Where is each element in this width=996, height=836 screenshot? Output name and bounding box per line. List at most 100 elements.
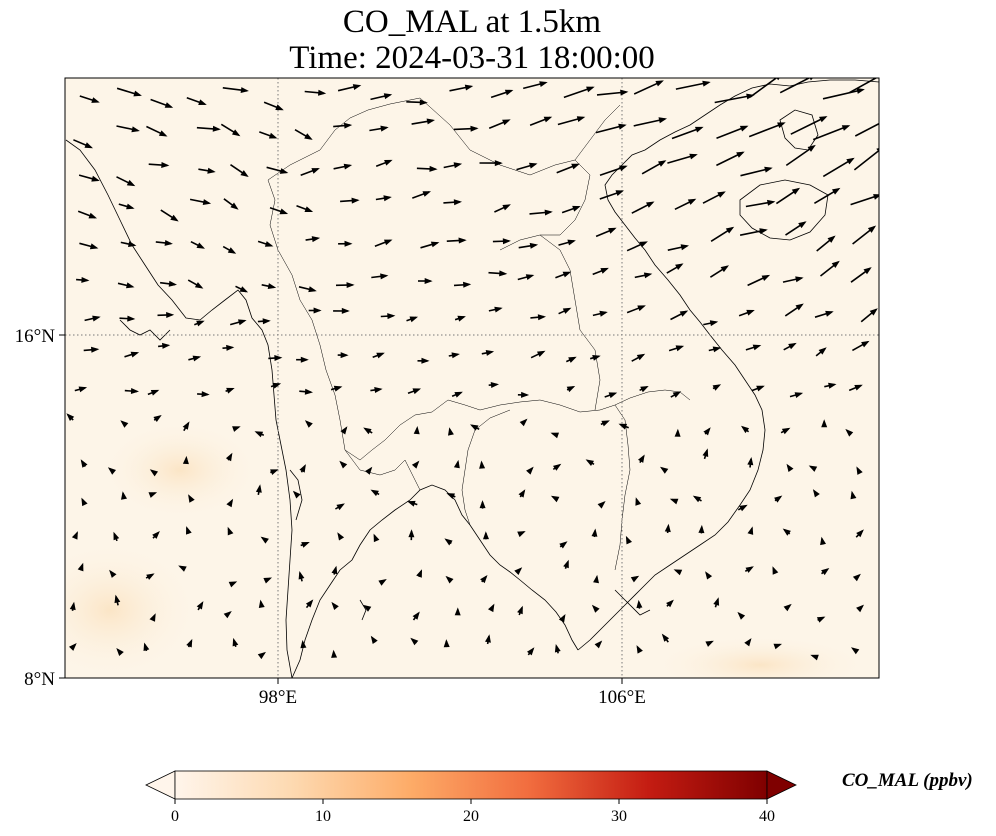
colorbar: 0 10 20 30 40 <box>145 770 797 825</box>
wind-arrow <box>775 187 801 205</box>
wind-arrow <box>198 167 216 174</box>
wind-arrow <box>592 310 608 317</box>
wind-arrow <box>444 538 453 546</box>
wind-arrow <box>292 490 301 499</box>
wind-arrow <box>557 116 586 126</box>
wind-arrow <box>300 168 320 177</box>
wind-arrow <box>454 607 461 616</box>
wind-arrow <box>146 125 168 137</box>
wind-arrow <box>636 645 643 654</box>
wind-arrow <box>157 312 175 318</box>
wind-arrow <box>412 191 431 199</box>
wind-arrow <box>152 531 160 539</box>
wind-arrow <box>258 599 265 608</box>
wind-arrow <box>365 466 373 475</box>
colorbar-extend-min <box>145 770 176 800</box>
wind-arrow <box>263 577 272 584</box>
wind-arrow <box>860 308 878 323</box>
wind-arrow <box>710 226 735 242</box>
wind-arrow <box>852 573 861 582</box>
concentration-patch <box>650 635 870 678</box>
wind-arrow <box>331 649 338 658</box>
wind-arrow <box>594 640 603 649</box>
wind-arrow <box>363 604 372 612</box>
wind-arrow <box>194 320 205 327</box>
wind-arrow <box>633 80 664 95</box>
wind-arrow <box>517 391 530 398</box>
wind-arrow <box>748 122 786 138</box>
wind-arrow <box>523 81 548 90</box>
wind-arrow <box>235 285 249 293</box>
wind-arrow <box>713 597 720 608</box>
wind-arrow <box>745 199 776 208</box>
wind-arrow <box>448 352 460 359</box>
wind-arrow <box>120 241 137 247</box>
wind-arrow <box>298 286 317 293</box>
wind-arrow <box>294 129 313 140</box>
wind-arrow <box>83 346 100 353</box>
wind-arrow <box>443 199 462 206</box>
wind-arrow <box>76 277 90 283</box>
wind-arrow <box>109 569 117 578</box>
wind-arrow <box>488 119 511 130</box>
wind-arrow <box>530 314 546 321</box>
wind-arrow <box>334 503 345 511</box>
wind-arrow <box>782 528 791 536</box>
wind-arrow <box>158 342 171 349</box>
wind-arrow <box>225 387 235 394</box>
wind-arrow <box>79 242 99 250</box>
wind-arrow <box>479 160 503 167</box>
wind-arrow <box>116 87 142 97</box>
wind-arrow <box>592 267 609 276</box>
wind-arrow <box>190 240 205 249</box>
wind-arrow <box>745 344 762 351</box>
wind-arrow <box>124 351 140 358</box>
wind-arrow <box>375 159 393 168</box>
wind-arrow <box>143 642 150 652</box>
wind-arrow <box>443 162 463 169</box>
wind-arrow <box>186 526 192 535</box>
wind-arrow <box>625 535 632 545</box>
wind-arrow <box>227 526 234 536</box>
wind-arrow <box>660 466 669 474</box>
wind-arrow <box>821 419 828 428</box>
wind-arrow <box>779 78 814 94</box>
wind-arrow <box>147 389 160 396</box>
wind-arrow <box>790 116 828 135</box>
wind-arrow <box>188 494 195 503</box>
wind-arrow <box>305 236 321 243</box>
wind-arrow <box>585 459 595 466</box>
wind-arrow <box>299 388 313 395</box>
wind-arrow <box>120 420 129 428</box>
wind-arrow <box>810 654 819 661</box>
wind-arrow <box>257 240 274 247</box>
wind-arrow <box>270 469 279 475</box>
wind-arrow <box>223 198 239 210</box>
wind-arrow <box>816 235 836 252</box>
wind-arrow <box>74 386 88 393</box>
wind-arrow <box>479 460 486 469</box>
wind-arrow <box>257 318 271 325</box>
wind-arrow <box>449 84 474 92</box>
wind-arrow <box>664 523 671 534</box>
wind-arrow <box>747 457 754 468</box>
wind-arrow <box>80 459 88 468</box>
wind-arrow <box>453 459 460 469</box>
wind-arrow <box>555 271 572 279</box>
wind-arrow <box>517 605 523 616</box>
wind-arrow <box>852 225 877 245</box>
wind-arrow <box>661 633 670 643</box>
wind-arrow <box>453 125 479 132</box>
wind-arrow <box>337 532 345 541</box>
wind-arrow <box>77 210 97 219</box>
wind-arrow <box>196 601 204 611</box>
wind-arrow <box>631 353 646 362</box>
wind-arrow <box>304 89 327 96</box>
wind-arrow <box>81 497 88 507</box>
wind-arrow <box>708 346 722 353</box>
wind-arrow <box>407 388 421 395</box>
colorbar-tick-label: 0 <box>171 808 179 825</box>
wind-arrow <box>490 89 514 99</box>
wind-arrow <box>333 163 353 170</box>
coastlines <box>65 79 879 678</box>
